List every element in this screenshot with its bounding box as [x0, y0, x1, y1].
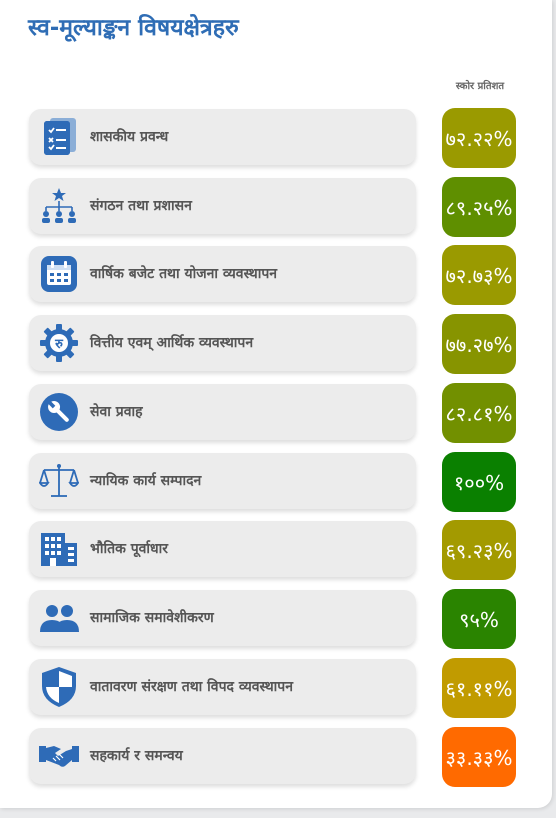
building-icon [39, 529, 79, 569]
shield-icon [39, 667, 79, 707]
area-label: वार्षिक बजेट तथा योजना व्यवस्थापन [90, 266, 278, 282]
area-row-social-inclusion[interactable]: सामाजिक समावेशीकरण ९५% [29, 589, 516, 650]
area-row-box[interactable]: शासकीय प्रवन्ध [29, 109, 416, 165]
area-row-cooperation-coordination[interactable]: सहकार्य र समन्वय ३३.३३% [29, 727, 516, 788]
area-row-box[interactable]: सेवा प्रवाह [29, 384, 416, 440]
score-badge: ६१.११% [442, 658, 516, 718]
area-label: सेवा प्रवाह [90, 404, 143, 420]
area-row-governance[interactable]: शासकीय प्रवन्ध ७२.२२% [29, 108, 516, 169]
area-label: वातावरण संरक्षण तथा विपद व्यवस्थापन [90, 679, 293, 695]
score-badge: ८२.८१% [442, 383, 516, 443]
score-badge: ३३.३३% [442, 727, 516, 787]
area-row-environment-disaster[interactable]: वातावरण संरक्षण तथा विपद व्यवस्थापन ६१.१… [29, 658, 516, 719]
area-row-box[interactable]: भौतिक पूर्वाधार [29, 521, 416, 577]
area-row-box[interactable]: संगठन तथा प्रशासन [29, 178, 416, 234]
score-badge: ६९.२३% [442, 520, 516, 580]
handshake-icon [39, 736, 79, 776]
area-row-box[interactable]: सामाजिक समावेशीकरण [29, 590, 416, 646]
area-label: शासकीय प्रवन्ध [90, 129, 169, 145]
area-row-organization[interactable]: संगठन तथा प्रशासन ८९.२५% [29, 177, 516, 238]
scales-icon [39, 461, 79, 501]
score-badge: ७७.२७% [442, 314, 516, 374]
area-row-physical-infrastructure[interactable]: भौतिक पूर्वाधार ६९.२३% [29, 520, 516, 581]
area-row-box[interactable]: वातावरण संरक्षण तथा विपद व्यवस्थापन [29, 659, 416, 715]
people-icon [39, 598, 79, 638]
area-row-judicial-work[interactable]: न्यायिक कार्य सम्पादन १००% [29, 452, 516, 513]
score-column-header: स्कोर प्रतिशत [455, 81, 505, 92]
area-row-box[interactable]: न्यायिक कार्य सम्पादन [29, 453, 416, 509]
area-label: भौतिक पूर्वाधार [90, 541, 169, 557]
area-row-financial-management[interactable]: रु वित्तीय एवम् आर्थिक व्यवस्थापन ७७.२७% [29, 314, 516, 375]
checklist-icon [39, 117, 79, 157]
wrench-icon [39, 392, 79, 432]
score-badge: ८९.२५% [442, 177, 516, 237]
area-row-box[interactable]: सहकार्य र समन्वय [29, 728, 416, 784]
rupee-gear-icon: रु [39, 323, 79, 363]
score-badge: ७२.७३% [442, 245, 516, 305]
area-label: संगठन तथा प्रशासन [90, 198, 192, 214]
area-row-service-delivery[interactable]: सेवा प्रवाह ८२.८१% [29, 383, 516, 444]
area-row-budget-planning[interactable]: वार्षिक बजेट तथा योजना व्यवस्थापन ७२.७३% [29, 245, 516, 306]
area-label: वित्तीय एवम् आर्थिक व्यवस्थापन [90, 335, 254, 351]
area-label: सहकार्य र समन्वय [90, 748, 183, 764]
area-row-box[interactable]: वार्षिक बजेट तथा योजना व्यवस्थापन [29, 246, 416, 302]
score-badge: ७२.२२% [442, 108, 516, 168]
area-row-box[interactable]: रु वित्तीय एवम् आर्थिक व्यवस्थापन [29, 315, 416, 371]
page-title: स्व-मूल्याङ्कन विषयक्षेत्रहरु [28, 15, 239, 41]
area-label: न्यायिक कार्य सम्पादन [90, 473, 202, 489]
calendar-icon [39, 254, 79, 294]
score-badge: ९५% [442, 589, 516, 649]
org-chart-icon [39, 186, 79, 226]
area-label: सामाजिक समावेशीकरण [90, 610, 214, 626]
score-badge: १००% [442, 452, 516, 512]
svg-text:रु: रु [54, 337, 64, 352]
